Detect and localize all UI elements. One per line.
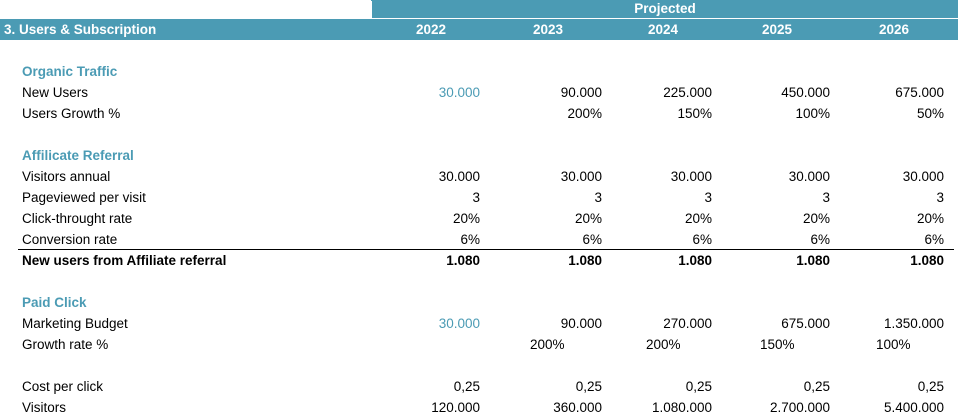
group-title: Paid Click — [22, 295, 87, 310]
value-cell: 20% — [684, 211, 712, 226]
value-cell: 30.000 — [670, 169, 712, 184]
value-cell: 3 — [822, 190, 830, 205]
value-cell: 3 — [936, 190, 944, 205]
value-cell: 1.350.000 — [883, 316, 944, 331]
value-cell: 675.000 — [895, 85, 944, 100]
paid-title-row: Paid Click — [0, 292, 958, 313]
total-cell: 1.080 — [910, 253, 944, 268]
group-title: Organic Traffic — [22, 64, 118, 79]
header-separator — [372, 18, 958, 19]
value-cell: 6% — [924, 232, 944, 247]
row-label: Cost per click — [22, 379, 104, 394]
row-label: Visitors annual — [22, 169, 111, 184]
input-cell[interactable]: 30.000 — [438, 85, 480, 100]
table-row[interactable]: Conversion rate 6% 6% 6% 6% 6% — [0, 229, 958, 250]
value-cell: 30.000 — [788, 169, 830, 184]
value-cell: 20% — [452, 211, 480, 226]
table-row[interactable]: Cost per click 0,25 0,25 0,25 0,25 0,25 — [0, 376, 958, 397]
value-cell: 30.000 — [902, 169, 944, 184]
value-cell: 6% — [810, 232, 830, 247]
value-cell: 3 — [704, 190, 712, 205]
value-cell: 225.000 — [663, 85, 712, 100]
table-row[interactable]: Visitors annual 30.000 30.000 30.000 30.… — [0, 166, 958, 187]
row-label: Click-throught rate — [22, 211, 133, 226]
table-row[interactable]: Pageviewed per visit 3 3 3 3 3 — [0, 187, 958, 208]
section-header: 3. Users & Subscription 2022 2023 2024 2… — [0, 19, 958, 40]
value-cell: 100% — [876, 337, 911, 352]
table-row[interactable]: Growth rate % 200% 200% 150% 100% — [0, 334, 958, 355]
value-cell: 50% — [916, 106, 944, 121]
group-title: Affilicate Referral — [22, 148, 134, 163]
row-label: Pageviewed per visit — [22, 190, 146, 205]
organic-title-row: Organic Traffic — [0, 61, 958, 82]
value-cell: 3 — [594, 190, 602, 205]
row-label: Marketing Budget — [22, 316, 128, 331]
value-cell: 20% — [916, 211, 944, 226]
value-cell: 0,25 — [575, 379, 602, 394]
total-divider — [18, 249, 954, 250]
table-row[interactable]: New Users 30.000 90.000 225.000 450.000 … — [0, 82, 958, 103]
value-cell: 200% — [530, 337, 565, 352]
value-cell: 200% — [646, 337, 681, 352]
table-row[interactable]: Users Growth % 200% 150% 100% 50% — [0, 103, 958, 124]
value-cell: 20% — [802, 211, 830, 226]
affiliate-title-row: Affilicate Referral — [0, 145, 958, 166]
value-cell: 6% — [582, 232, 602, 247]
year-header: 2026 — [879, 22, 910, 37]
row-label: Growth rate % — [22, 337, 109, 352]
table-row[interactable]: Marketing Budget 30.000 90.000 270.000 6… — [0, 313, 958, 334]
value-cell: 30.000 — [560, 169, 602, 184]
total-cell: 1.080 — [678, 253, 712, 268]
value-cell: 90.000 — [560, 316, 602, 331]
value-cell: 6% — [692, 232, 712, 247]
row-label: Conversion rate — [22, 232, 118, 247]
year-header: 2022 — [416, 22, 447, 37]
projected-label: Projected — [372, 0, 958, 18]
total-row[interactable]: New users from Affiliate referral 1.080 … — [0, 250, 958, 271]
row-label: Users Growth % — [22, 106, 121, 121]
value-cell: 450.000 — [781, 85, 830, 100]
value-cell: 0,25 — [453, 379, 480, 394]
value-cell: 90.000 — [560, 85, 602, 100]
value-cell: 100% — [795, 106, 830, 121]
year-header: 2023 — [533, 22, 564, 37]
value-cell: 6% — [460, 232, 480, 247]
year-header: 2024 — [648, 22, 679, 37]
value-cell: 20% — [574, 211, 602, 226]
value-cell: 675.000 — [781, 316, 830, 331]
value-cell: 3 — [472, 190, 480, 205]
value-cell: 0,25 — [917, 379, 944, 394]
year-header: 2025 — [762, 22, 793, 37]
value-cell: 0,25 — [685, 379, 712, 394]
value-cell: 30.000 — [438, 169, 480, 184]
table-row[interactable]: Click-throught rate 20% 20% 20% 20% 20% — [0, 208, 958, 229]
value-cell: 200% — [567, 106, 602, 121]
value-cell: 270.000 — [663, 316, 712, 331]
section-title: 3. Users & Subscription — [4, 22, 157, 37]
value-cell: 0,25 — [803, 379, 830, 394]
value-cell: 150% — [760, 337, 795, 352]
total-cell: 1.080 — [796, 253, 830, 268]
row-label: New Users — [22, 85, 89, 100]
row-label: New users from Affiliate referral — [22, 253, 227, 268]
input-cell[interactable]: 30.000 — [438, 316, 480, 331]
value-cell: 150% — [677, 106, 712, 121]
total-cell: 1.080 — [446, 253, 480, 268]
total-cell: 1.080 — [568, 253, 602, 268]
